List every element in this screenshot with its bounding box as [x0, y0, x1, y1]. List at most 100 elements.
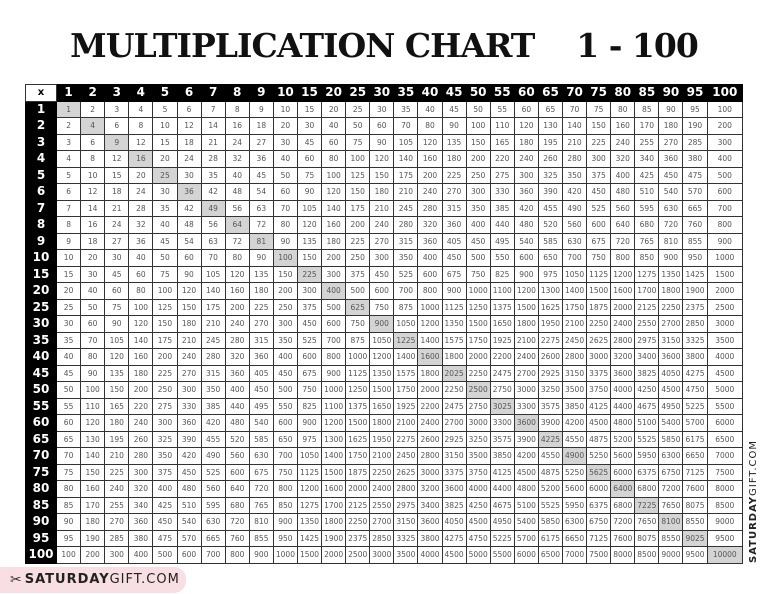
corner-label: x — [24, 84, 58, 102]
column-header: 4 — [128, 84, 154, 102]
product-cell: 255 — [634, 133, 660, 151]
product-cell: 5525 — [634, 430, 660, 448]
product-cell: 35 — [200, 166, 226, 184]
table-row: 4 4 8 12 16 20 24 28 32 36 40 60 80 100 120 140 160 180 20… — [24, 150, 744, 168]
product-cell: 4 — [128, 100, 154, 118]
product-cell: 1800 — [417, 364, 443, 382]
product-cell: 6000 — [610, 463, 636, 481]
row-header: 95 — [24, 529, 58, 547]
product-cell: 80 — [128, 282, 154, 300]
product-cell: 220 — [128, 397, 154, 415]
product-cell: 1000 — [417, 298, 443, 316]
product-cell: 180 — [80, 513, 106, 531]
product-cell: 80 — [321, 150, 347, 168]
product-cell: 3000 — [706, 315, 744, 333]
product-cell: 1625 — [537, 298, 564, 316]
product-cell: 1350 — [658, 265, 684, 283]
product-cell: 210 — [176, 331, 202, 349]
row-header: 35 — [24, 331, 58, 349]
table-row: 9 9 18 27 36 45 54 63 72 81 90 135 180 225 270 315 360 40… — [24, 232, 744, 250]
product-cell: 30 — [104, 249, 130, 267]
product-cell: 4500 — [441, 546, 467, 564]
product-cell: 255 — [104, 496, 130, 514]
product-cell: 600 — [321, 315, 347, 333]
product-cell: 200 — [417, 166, 443, 184]
product-cell: 900 — [441, 282, 467, 300]
product-cell: 260 — [128, 430, 154, 448]
product-cell: 4050 — [441, 513, 467, 531]
product-cell: 280 — [561, 150, 588, 168]
product-cell: 1650 — [489, 315, 515, 333]
product-cell: 480 — [224, 414, 250, 432]
product-cell: 5100 — [634, 414, 660, 432]
product-cell: 300 — [152, 414, 178, 432]
product-cell: 1575 — [441, 331, 467, 349]
product-cell: 2450 — [561, 331, 588, 349]
table-row: 3 3 6 9 12 15 18 21 24 27 30 45 60 75 90 105 120 135 150 16… — [24, 133, 744, 151]
product-cell: 1100 — [321, 397, 347, 415]
product-cell: 40 — [152, 216, 178, 234]
product-cell: 180 — [176, 315, 202, 333]
product-cell: 250 — [272, 298, 298, 316]
product-cell: 950 — [272, 529, 298, 547]
product-cell: 3 — [104, 100, 130, 118]
product-cell: 315 — [248, 331, 274, 349]
product-cell: 55 — [489, 100, 515, 118]
product-cell: 600 — [586, 216, 612, 234]
product-cell: 18 — [176, 133, 202, 151]
product-cell: 1500 — [513, 298, 539, 316]
product-cell: 60 — [369, 117, 395, 135]
product-cell-square: 6400 — [610, 480, 636, 498]
product-cell: 150 — [296, 249, 323, 267]
product-cell-square: 4225 — [537, 430, 564, 448]
product-cell: 275 — [489, 166, 515, 184]
product-cell: 500 — [345, 282, 371, 300]
product-cell: 250 — [465, 166, 491, 184]
product-cell: 5400 — [658, 414, 684, 432]
product-cell: 3000 — [586, 348, 612, 366]
product-cell: 1400 — [321, 447, 347, 465]
product-cell-square: 4900 — [561, 447, 588, 465]
column-header: 70 — [561, 84, 588, 102]
product-cell: 18 — [80, 232, 106, 250]
product-cell: 180 — [513, 133, 539, 151]
product-cell: 210 — [200, 315, 226, 333]
column-header: 55 — [489, 84, 515, 102]
product-cell: 525 — [393, 265, 419, 283]
product-cell: 800 — [272, 480, 298, 498]
product-cell: 2400 — [513, 348, 539, 366]
product-cell: 1500 — [465, 315, 491, 333]
product-cell: 850 — [272, 496, 298, 514]
product-cell: 16 — [224, 117, 250, 135]
product-cell: 2200 — [489, 348, 515, 366]
product-cell: 3850 — [561, 397, 588, 415]
product-cell: 700 — [706, 199, 744, 217]
product-cell: 525 — [200, 463, 226, 481]
product-cell: 245 — [393, 199, 419, 217]
product-cell: 65 — [537, 100, 564, 118]
table-row: 55 55 110 165 220 275 330 385 440 495 550 825 1100 13… — [24, 397, 744, 415]
product-cell: 1800 — [369, 414, 395, 432]
product-cell: 5600 — [610, 447, 636, 465]
product-cell: 275 — [152, 397, 178, 415]
product-cell: 85 — [56, 496, 82, 514]
product-cell: 2750 — [489, 381, 515, 399]
product-cell: 450 — [272, 364, 298, 382]
row-header: 20 — [24, 282, 58, 300]
product-cell: 680 — [634, 216, 660, 234]
product-cell: 210 — [561, 133, 588, 151]
product-cell-square: 16 — [128, 150, 154, 168]
product-cell: 12 — [128, 133, 154, 151]
product-cell: 3375 — [441, 463, 467, 481]
product-cell: 7600 — [610, 529, 636, 547]
product-cell: 400 — [610, 166, 636, 184]
product-cell: 100 — [345, 150, 371, 168]
product-cell: 6500 — [706, 430, 744, 448]
product-cell: 180 — [658, 117, 684, 135]
product-cell: 3500 — [706, 331, 744, 349]
product-cell: 4950 — [658, 397, 684, 415]
column-header: 6 — [176, 84, 202, 102]
product-cell: 350 — [393, 249, 419, 267]
product-cell: 1600 — [321, 480, 347, 498]
product-cell: 15 — [56, 265, 82, 283]
